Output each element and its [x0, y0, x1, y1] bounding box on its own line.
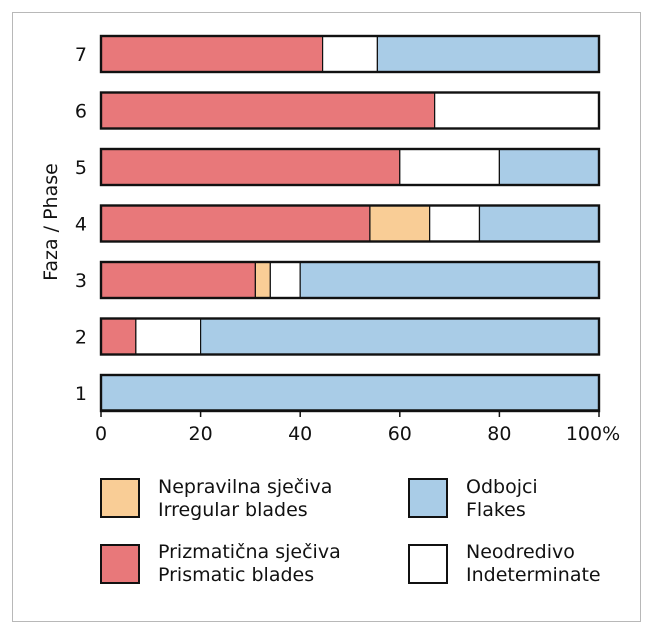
- legend-indeterminate-line2: Indeterminate: [466, 564, 601, 587]
- y-tick-label-2: 2: [75, 327, 87, 349]
- bar-segment-prismatic-phase-4: [101, 206, 370, 242]
- bar-segment-prismatic-phase-6: [101, 93, 435, 129]
- bar-segment-irregular-phase-3: [255, 262, 270, 298]
- bar-segment-flakes-phase-3: [300, 262, 599, 298]
- bar-segment-flakes-phase-2: [201, 319, 599, 355]
- bar-segment-irregular-phase-4: [370, 206, 430, 242]
- legend-swatch-indeterminate: [408, 544, 448, 584]
- bar-segment-flakes-phase-7: [377, 36, 599, 72]
- bar-segment-flakes-phase-1: [101, 375, 599, 411]
- x-tick-label-60: 60: [388, 423, 412, 445]
- bar-segment-indeterminate-phase-3: [270, 262, 300, 298]
- legend-indeterminate-line1: Neodredivo: [466, 541, 601, 564]
- bar-segment-indeterminate-phase-7: [323, 36, 378, 72]
- legend-flakes-line1: Odbojci: [466, 476, 538, 499]
- legend-irregular-line2: Irregular blades: [158, 499, 332, 522]
- x-tick-label-80: 80: [487, 423, 511, 445]
- x-tick-label-40: 40: [288, 423, 312, 445]
- bars-layer: [101, 36, 599, 411]
- legend-swatch-prismatic: [100, 544, 140, 584]
- y-tick-label-4: 4: [75, 214, 87, 236]
- bar-segment-prismatic-phase-3: [101, 262, 255, 298]
- y-tick-label-6: 6: [75, 101, 87, 123]
- legend-label-indeterminate: Neodredivo Indeterminate: [466, 541, 601, 587]
- stacked-bar-chart: 0 20 40 60 80 100% 7 6 5 4 3 2 1 Faza / Phase: [0, 0, 655, 470]
- y-tick-label-7: 7: [75, 44, 87, 66]
- x-tick-label-20: 20: [189, 423, 213, 445]
- legend-prismatic-line2: Prismatic blades: [158, 564, 341, 587]
- bar-segment-indeterminate-phase-2: [136, 319, 201, 355]
- legend-label-irregular: Nepravilna sječiva Irregular blades: [158, 476, 332, 522]
- x-axis: 0 20 40 60 80 100%: [95, 410, 620, 445]
- legend-swatch-flakes: [408, 478, 448, 518]
- legend-label-flakes: Odbojci Flakes: [466, 476, 538, 522]
- legend-flakes-line2: Flakes: [466, 499, 538, 522]
- bar-segment-indeterminate-phase-6: [435, 93, 599, 129]
- bar-segment-prismatic-phase-5: [101, 149, 400, 185]
- bar-segment-prismatic-phase-7: [101, 36, 323, 72]
- legend-prismatic-line1: Prizmatična sječiva: [158, 541, 341, 564]
- bar-segment-flakes-phase-4: [479, 206, 599, 242]
- y-axis-label: Faza / Phase: [40, 163, 62, 281]
- y-tick-label-5: 5: [75, 157, 87, 179]
- bar-segment-prismatic-phase-2: [101, 319, 136, 355]
- bar-segment-flakes-phase-5: [499, 149, 599, 185]
- legend-label-prismatic: Prizmatična sječiva Prismatic blades: [158, 541, 341, 587]
- y-axis: 7 6 5 4 3 2 1: [75, 44, 87, 405]
- y-tick-label-3: 3: [75, 270, 87, 292]
- x-tick-label-0: 0: [95, 423, 107, 445]
- bar-segment-indeterminate-phase-4: [430, 206, 480, 242]
- x-tick-label-100: 100%: [566, 423, 620, 445]
- bar-segment-indeterminate-phase-5: [400, 149, 500, 185]
- y-tick-label-1: 1: [75, 383, 87, 405]
- legend-irregular-line1: Nepravilna sječiva: [158, 476, 332, 499]
- legend-swatch-irregular: [100, 478, 140, 518]
